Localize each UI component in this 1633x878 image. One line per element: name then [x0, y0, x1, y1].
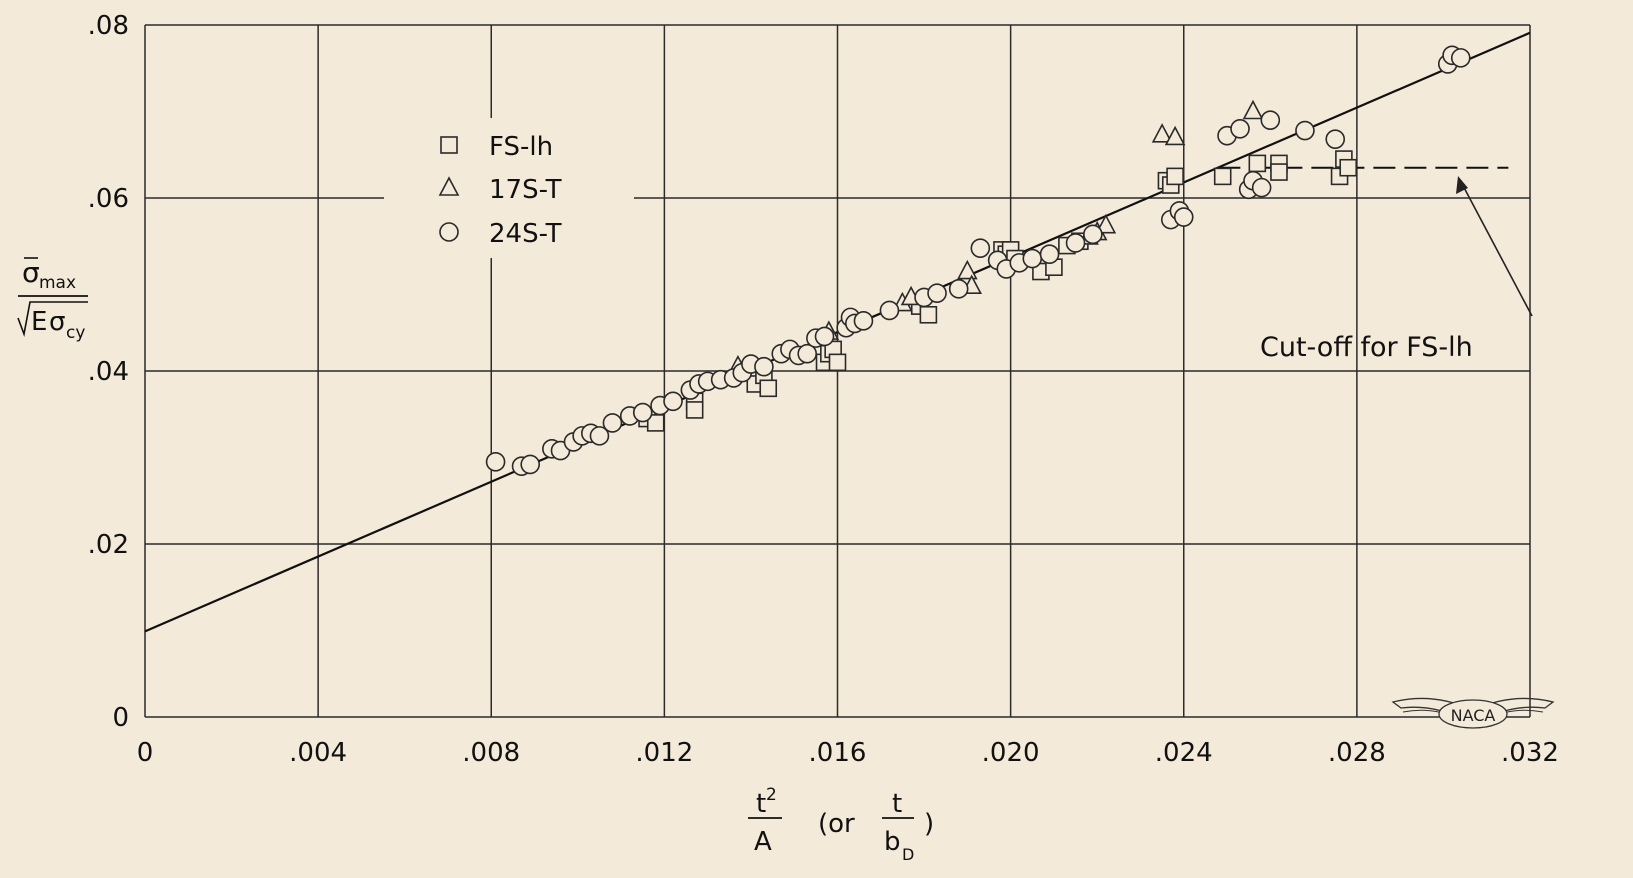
- point-triangle-10: [1164, 125, 1186, 146]
- cutoff-annotation: Cut-off for FS-lh: [1260, 176, 1533, 363]
- legend-background: [384, 118, 634, 258]
- data-points: [485, 45, 1471, 476]
- point-circle-42: [1065, 233, 1086, 253]
- point-square-6: [759, 379, 778, 398]
- y-label-den-symbol: σ: [49, 307, 65, 337]
- point-square-24: [1213, 167, 1232, 186]
- y-label-sqrt-sign: [17, 301, 88, 337]
- point-square-10: [828, 353, 847, 372]
- point-square-25: [1248, 154, 1267, 173]
- y-axis-ticks: 0 .02 .04 .06 .08: [88, 11, 129, 733]
- legend-item-circle: 24S-T: [439, 219, 562, 249]
- x-label-den: A: [754, 827, 772, 857]
- x-tick-label-6: .024: [1155, 738, 1213, 768]
- point-triangle-8: [1095, 213, 1117, 234]
- point-square-12: [919, 305, 938, 324]
- y-label-num-symbol: σ: [22, 256, 40, 289]
- y-label-den-sub: cy: [66, 323, 85, 343]
- point-triangle-4: [957, 259, 978, 280]
- point-circle-41: [1039, 244, 1060, 265]
- point-circle-48: [1230, 119, 1250, 139]
- point-circle-0: [485, 452, 506, 472]
- point-circle-13: [663, 391, 683, 412]
- series-circle: [485, 45, 1471, 476]
- x-label-alt-den-sub: D: [902, 845, 914, 864]
- y-tick-label-1: .02: [88, 530, 129, 560]
- point-circle-34: [927, 283, 947, 303]
- cutoff-arrow-head: [1456, 176, 1468, 194]
- legend-label-triangle: 17S-T: [489, 175, 562, 205]
- y-label-den-prefix: E: [31, 307, 47, 337]
- point-square-23: [1166, 167, 1184, 186]
- grid: [144, 24, 1531, 718]
- x-tick-label-4: .016: [809, 738, 867, 768]
- legend: FS-lh 17S-T 24S-T: [384, 118, 634, 258]
- point-square-27: [1270, 163, 1288, 181]
- point-circle-35: [948, 279, 969, 299]
- x-label-alt-den: b: [884, 827, 901, 857]
- x-tick-label-5: .020: [982, 738, 1040, 768]
- x-tick-label-2: .008: [462, 738, 520, 768]
- point-circle-51: [1251, 177, 1272, 198]
- point-circle-54: [1325, 129, 1346, 149]
- point-circle-43: [1083, 224, 1103, 245]
- naca-logo: NACA: [1391, 697, 1555, 729]
- point-circle-36: [970, 238, 991, 258]
- point-circle-53: [1295, 120, 1315, 141]
- point-circle-21: [754, 356, 774, 377]
- y-label-num-sub: max: [39, 273, 76, 293]
- legend-marker-triangle: [438, 176, 460, 196]
- point-triangle-9: [1151, 123, 1173, 143]
- x-tick-label-7: .028: [1328, 738, 1386, 768]
- point-circle-9: [602, 413, 623, 433]
- point-square-3: [685, 401, 704, 419]
- x-tick-label-1: .004: [289, 738, 347, 768]
- point-circle-11: [632, 402, 653, 423]
- legend-item-square: FS-lh: [440, 132, 553, 162]
- x-axis-label: t 2 A (or t b D ): [748, 785, 934, 864]
- point-circle-40: [1022, 248, 1043, 269]
- x-axis-ticks: 0 .004 .008 .012 .016 .020 .024 .028 .032: [137, 738, 1559, 768]
- cutoff-label: Cut-off for FS-lh: [1260, 332, 1473, 363]
- legend-label-circle: 24S-T: [489, 219, 562, 249]
- point-square-1: [646, 414, 665, 432]
- x-tick-label-3: .012: [635, 738, 693, 768]
- point-circle-32: [879, 300, 900, 321]
- y-tick-label-0: 0: [112, 703, 129, 733]
- x-label-or: (or: [818, 809, 855, 839]
- y-axis-label: σ max E σ cy: [17, 256, 88, 343]
- legend-marker-square: [440, 136, 458, 154]
- point-circle-2: [520, 454, 541, 475]
- point-triangle-11: [1242, 99, 1264, 120]
- legend-marker-circle: [439, 222, 459, 242]
- x-label-num: t: [756, 789, 766, 819]
- y-tick-label-2: .04: [88, 357, 129, 387]
- x-tick-label-8: .032: [1501, 738, 1559, 768]
- legend-label-square: FS-lh: [489, 132, 553, 162]
- point-circle-25: [797, 343, 818, 364]
- point-circle-46: [1173, 207, 1194, 227]
- point-circle-8: [589, 426, 610, 446]
- x-tick-label-0: 0: [137, 738, 154, 768]
- y-tick-label-4: .08: [88, 11, 129, 41]
- svg-text:NACA: NACA: [1451, 706, 1496, 725]
- x-label-alt-num: t: [892, 789, 902, 819]
- x-label-close: ): [924, 809, 934, 839]
- x-label-num-sup: 2: [766, 785, 777, 805]
- point-circle-31: [853, 311, 874, 331]
- point-circle-52: [1260, 110, 1281, 130]
- point-square-30: [1339, 158, 1358, 177]
- point-circle-57: [1450, 48, 1471, 68]
- point-circle-27: [814, 326, 835, 347]
- cutoff-arrow-line: [1459, 179, 1533, 317]
- y-tick-label-3: .06: [88, 184, 129, 214]
- legend-item-triangle: 17S-T: [438, 175, 562, 205]
